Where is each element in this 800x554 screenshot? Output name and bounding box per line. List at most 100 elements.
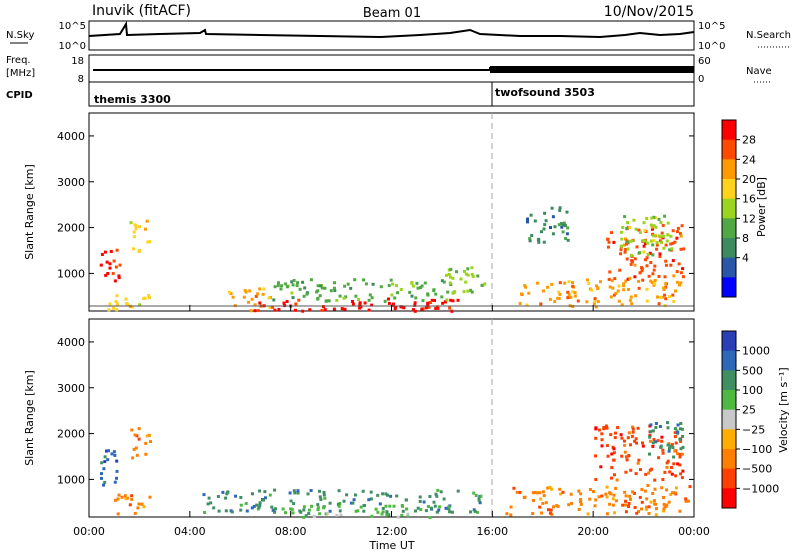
data-cell [145, 219, 149, 223]
data-cell [327, 299, 331, 303]
data-cell [384, 492, 388, 496]
data-cell [643, 489, 647, 493]
data-cell [631, 425, 635, 429]
colorbar-tick-label: 1000 [742, 345, 770, 358]
data-cell [103, 460, 107, 464]
data-cell [209, 501, 213, 505]
data-cell [559, 222, 563, 226]
data-cell [323, 286, 327, 290]
data-cell [617, 299, 621, 303]
data-cell [631, 430, 635, 434]
data-cell [555, 504, 559, 508]
data-cell [433, 299, 436, 302]
data-cell [440, 295, 444, 299]
data-cell [671, 491, 674, 495]
data-cell [449, 283, 453, 286]
data-cell [512, 486, 516, 490]
velocity-colorbar-label: Velocity [m s⁻¹] [777, 367, 790, 452]
data-cell [335, 513, 339, 517]
cpid-panel: CPID themis 3300 twofsound 3503 [6, 81, 695, 107]
nave-tick-bottom: 0 [698, 74, 704, 85]
data-cell [226, 490, 230, 494]
data-cell [560, 225, 564, 229]
nsky-trace [88, 20, 695, 39]
data-cell [619, 230, 623, 234]
data-cell [316, 506, 320, 510]
data-cell [387, 513, 391, 517]
data-cell [641, 444, 645, 448]
data-cell [526, 217, 529, 221]
data-cell [665, 488, 669, 492]
data-cell [679, 439, 683, 443]
colorbar-swatch [722, 139, 736, 160]
data-cell [612, 451, 616, 455]
power-cells [99, 206, 686, 313]
colorbar-tick-label: 16 [742, 193, 756, 206]
data-cell [623, 215, 627, 219]
data-cell [651, 243, 655, 247]
data-cell [647, 512, 651, 515]
data-cell [380, 512, 384, 516]
data-cell [553, 300, 557, 304]
data-cell [640, 266, 643, 270]
x-tick-label: 20:00 [577, 525, 609, 538]
data-cell [402, 306, 406, 310]
data-cell [629, 262, 633, 266]
data-cell [646, 253, 650, 256]
data-cell [391, 282, 395, 286]
data-cell [328, 509, 332, 513]
data-cell [140, 502, 144, 506]
data-cell [620, 303, 624, 307]
colorbar-swatch [722, 159, 736, 180]
data-cell [391, 303, 395, 307]
nave-tick-top: 60 [698, 56, 711, 67]
data-cell [655, 241, 659, 245]
data-cell [540, 230, 543, 234]
data-cell [320, 286, 324, 290]
cpid-frame [88, 81, 695, 107]
data-cell [104, 273, 108, 277]
data-cell [295, 284, 299, 288]
data-cell [399, 305, 403, 309]
velocity-cells [100, 421, 692, 520]
data-cell [652, 268, 656, 272]
data-cell [558, 487, 562, 491]
data-cell [448, 306, 452, 310]
data-cell [116, 512, 120, 516]
data-cell [325, 299, 329, 303]
data-cell [138, 303, 141, 307]
data-cell [410, 281, 414, 284]
data-cell [132, 230, 136, 234]
data-cell [436, 306, 440, 310]
data-cell [630, 434, 634, 438]
colorbar-tick-label: −1000 [742, 482, 779, 495]
data-cell [434, 292, 438, 296]
data-cell [669, 242, 673, 246]
data-cell [660, 231, 664, 235]
data-cell [361, 489, 365, 493]
data-cell [548, 511, 552, 515]
data-cell [600, 494, 604, 498]
data-cell [653, 216, 657, 220]
data-cell [258, 501, 262, 505]
data-cell [388, 504, 392, 508]
data-cell [563, 281, 567, 285]
data-cell [342, 499, 346, 503]
data-cell [520, 292, 523, 296]
y-tick-label: 4000 [57, 130, 85, 143]
data-cell [518, 302, 522, 305]
data-cell [658, 239, 662, 243]
data-cell [470, 272, 474, 276]
data-cell [585, 300, 589, 304]
data-cell [671, 446, 675, 450]
data-cell [594, 305, 598, 309]
data-cell [463, 269, 466, 273]
data-cell [666, 426, 670, 430]
data-cell [363, 301, 367, 305]
data-cell [262, 498, 265, 502]
data-cell [533, 490, 537, 494]
data-cell [483, 282, 487, 286]
data-cell [252, 504, 256, 508]
data-cell [661, 451, 665, 455]
data-cell [567, 280, 571, 284]
